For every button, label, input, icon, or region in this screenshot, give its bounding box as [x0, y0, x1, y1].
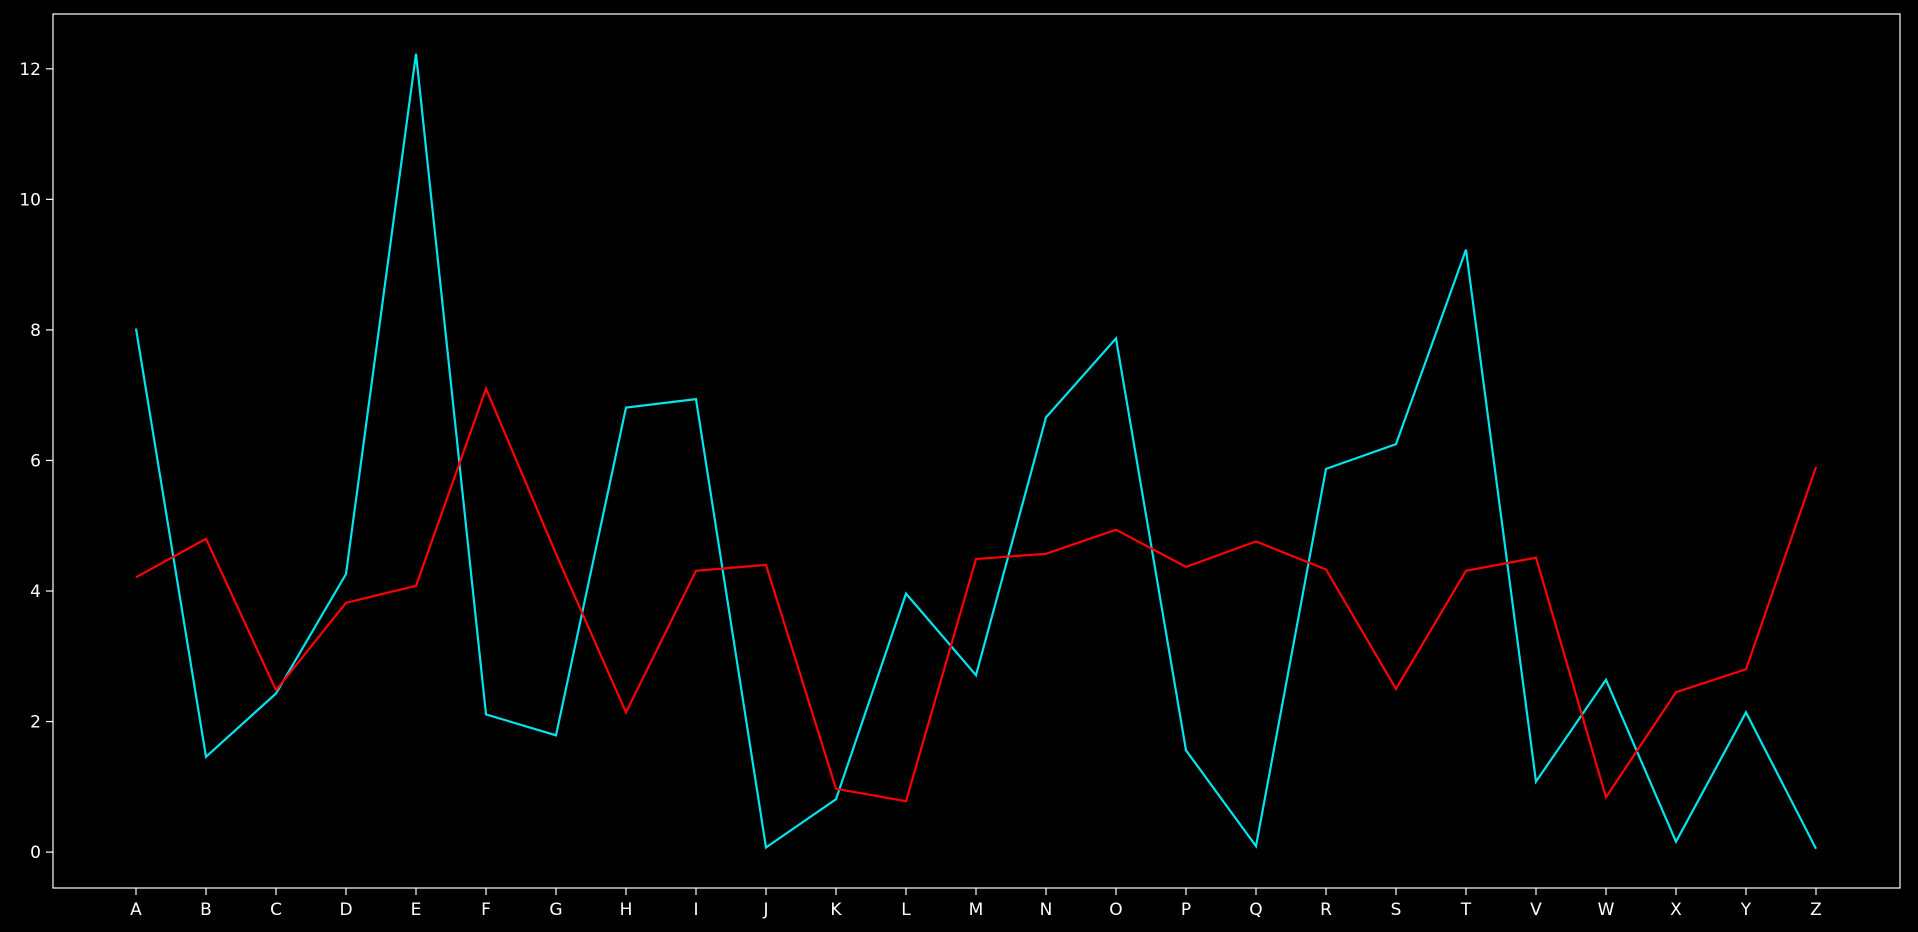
x-tick-label: A: [130, 900, 142, 920]
x-tick-label: G: [549, 900, 562, 920]
x-tick-label: I: [693, 900, 698, 920]
x-tick-label: Q: [1249, 900, 1262, 920]
x-tick-label: O: [1109, 900, 1122, 920]
series-line-1: [134, 53, 1817, 850]
y-tick-label: 0: [30, 843, 41, 863]
x-tick-label: J: [762, 900, 768, 920]
x-tick-label: Y: [1740, 900, 1752, 920]
x-tick-label: K: [830, 900, 842, 920]
x-tick-label: D: [339, 900, 352, 920]
x-tick-label: W: [1598, 900, 1615, 920]
y-axis: 0 2 4 6 8 10 12: [19, 60, 53, 863]
x-tick-label: Z: [1810, 900, 1822, 920]
series-layer: [134, 53, 1818, 850]
x-tick-label: C: [270, 900, 282, 920]
x-tick-label: S: [1391, 900, 1402, 920]
x-tick-label: F: [481, 900, 491, 920]
y-tick-label: 6: [30, 451, 41, 471]
x-tick-label: B: [200, 900, 212, 920]
x-tick-label: M: [969, 900, 984, 920]
y-tick-label: 8: [30, 321, 41, 341]
x-tick-label: P: [1181, 900, 1191, 920]
y-tick-label: 4: [30, 582, 41, 602]
x-tick-label: L: [901, 900, 911, 920]
x-tick-label: R: [1320, 900, 1332, 920]
x-tick-label: E: [411, 900, 422, 920]
x-tick-label: V: [1530, 900, 1542, 920]
y-tick-label: 12: [19, 60, 41, 80]
y-tick-label: 10: [19, 190, 41, 210]
x-tick-label: X: [1670, 900, 1682, 920]
x-tick-label: T: [1460, 900, 1472, 920]
x-tick-label: H: [620, 900, 633, 920]
x-tick-label: N: [1040, 900, 1053, 920]
y-tick-label: 2: [30, 713, 41, 733]
series-line-2: [135, 385, 1818, 803]
